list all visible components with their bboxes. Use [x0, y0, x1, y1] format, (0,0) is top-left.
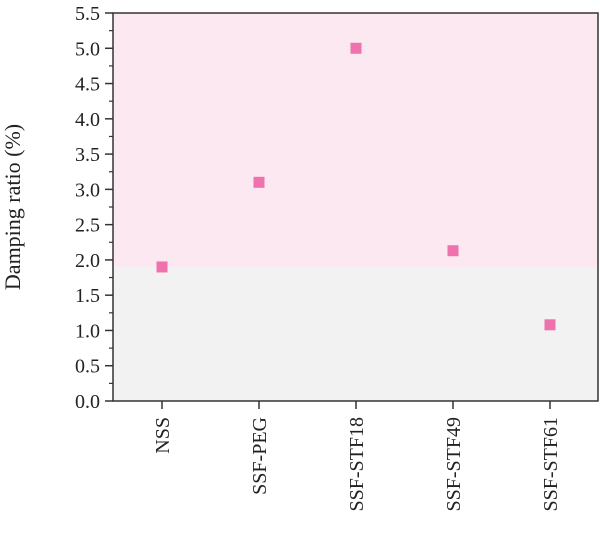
data-point-ssf-stf61 — [544, 319, 556, 331]
x-tick-label: SSF-STF61 — [540, 417, 562, 512]
data-point-ssf-stf49 — [447, 245, 459, 257]
x-tick-label: SSF-STF49 — [443, 417, 465, 512]
y-tick-label: 1.5 — [75, 285, 100, 307]
y-tick-label: 3.0 — [75, 179, 100, 201]
y-tick-label: 4.5 — [75, 74, 100, 96]
x-tick-label: SSF-STF18 — [346, 417, 368, 512]
plot-frame — [112, 12, 599, 402]
data-points — [156, 42, 556, 331]
y-tick-label: 2.5 — [75, 215, 100, 237]
x-tick-label: NSS — [152, 417, 174, 454]
data-point-ssf-stf18 — [350, 42, 362, 54]
background-band-0 — [113, 266, 598, 401]
y-tick-label: 4.0 — [75, 109, 100, 131]
data-point-ssf-peg — [253, 176, 265, 188]
x-axis-ticks: NSS SSF-PEG SSF-STF18 SSF-STF49 SSF-STF61 — [152, 401, 562, 512]
y-tick-label: 5.5 — [75, 3, 100, 25]
y-axis-title: Damping ratio (%) — [0, 124, 25, 290]
y-tick-label: 0.5 — [75, 356, 100, 378]
x-tick-label: SSF-PEG — [249, 417, 271, 495]
y-tick-label: 1.0 — [75, 320, 100, 342]
y-tick-label: 2.0 — [75, 250, 100, 272]
y-tick-label: 5.0 — [75, 38, 100, 60]
data-point-nss — [156, 261, 168, 273]
y-axis-ticks: 0.0 0.5 1.0 1.5 2.0 2.5 3.0 3.5 4.0 4.5 5.0 5.5 — [75, 3, 113, 413]
background-bands — [113, 13, 598, 401]
y-tick-label: 0.0 — [75, 391, 100, 413]
y-tick-label: 3.5 — [75, 144, 100, 166]
background-band-1 — [113, 13, 598, 267]
